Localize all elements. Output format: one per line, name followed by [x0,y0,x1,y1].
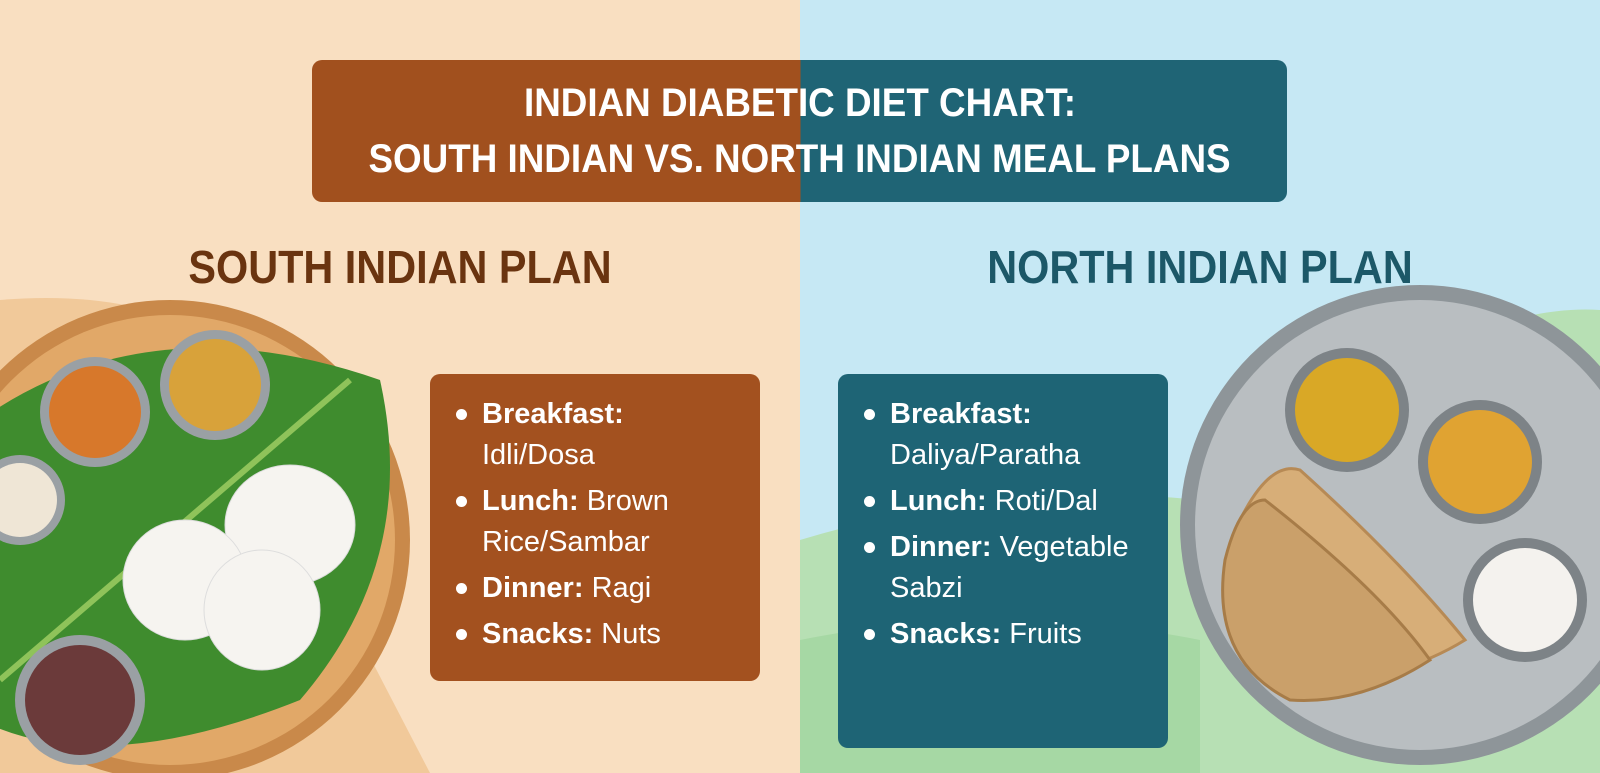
meal-label: Breakfast: [890,398,1032,430]
meal-label: Snacks: [890,618,1002,650]
meal-label: Breakfast: [482,398,624,430]
meal-item: Lunch: Brown Rice/Sambar [450,481,738,563]
meal-label: Dinner: [482,572,584,604]
meal-item: Dinner: Ragi [450,568,738,609]
meal-list: Breakfast: Daliya/Paratha Lunch: Roti/Dal… [838,374,1168,748]
meal-item: Breakfast: Daliya/Paratha [858,394,1146,476]
meal-item: Snacks: Nuts [450,614,738,655]
meal-food: Roti/Dal [994,485,1098,517]
meal-food: Ragi [591,572,652,604]
meal-food: Nuts [601,618,661,650]
meal-food: Fruits [1009,618,1082,650]
meal-label: Lunch: [890,485,987,517]
title-line: SOUTH INDIAN VS. NORTH INDIAN MEAL PLANS [368,137,1231,181]
title-banner: INDIAN DIABETIC DIET CHART: SOUTH INDIAN… [312,60,1287,202]
meal-food: Brown Rice/Sambar [482,485,669,558]
meal-item: Dinner: Vegetable Sabzi [858,527,1146,609]
meal-label: Lunch: [482,485,579,517]
meal-label: Dinner: [890,531,992,563]
plan-heading: NORTH INDIAN PLAN [987,241,1413,293]
meal-label: Snacks: [482,618,594,650]
meal-food: Vegetable Sabzi [890,531,1129,604]
meal-item: Breakfast: Idli/Dosa [450,394,738,476]
title-line: INDIAN DIABETIC DIET CHART: [523,81,1076,125]
meal-item: Snacks: Fruits [858,614,1146,655]
meal-list: Breakfast: Idli/Dosa Lunch: Brown Rice/Sa… [430,374,760,681]
plan-heading: SOUTH INDIAN PLAN [188,241,612,293]
meal-item: Lunch: Roti/Dal [858,481,1146,522]
meal-food: Daliya/Paratha [890,439,1081,471]
meal-food: Idli/Dosa [482,439,595,471]
